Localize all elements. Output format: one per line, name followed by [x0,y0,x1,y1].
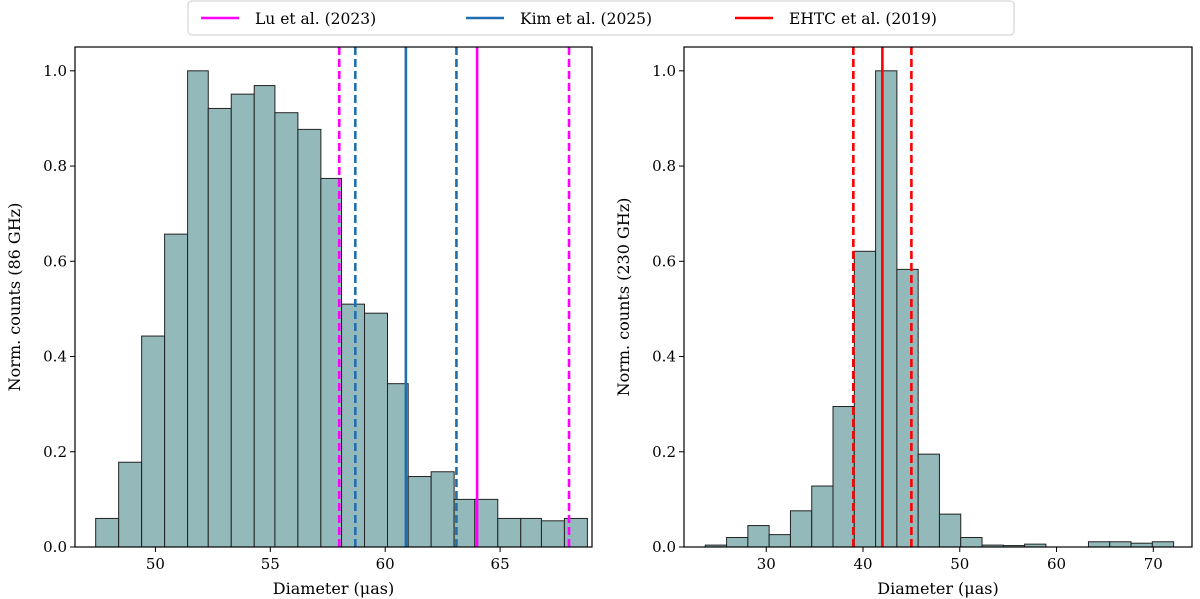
bar-86ghz-18 [497,517,522,548]
bar-230ghz-4 [789,510,813,548]
bar-86ghz-8 [274,112,299,548]
ylabel-86ghz: Norm. counts (86 GHz) [5,203,24,392]
ytick-label-230ghz-0: 0.0 [652,538,676,556]
bar-86ghz-5 [207,107,232,548]
ytick-label-86ghz-1: 0.2 [43,443,67,461]
bar-86ghz-15 [430,471,455,548]
xtick-label-86ghz-0: 50 [146,555,165,573]
ytick-label-86ghz-0: 0.0 [43,538,67,556]
bar-86ghz-6 [230,93,255,548]
bar-86ghz-1 [118,461,143,548]
bar-230ghz-19 [1109,541,1132,548]
ylabel-230ghz: Norm. counts (230 GHz) [614,198,633,397]
bar-230ghz-1 [726,536,749,548]
xtick-label-86ghz-2: 60 [376,555,395,573]
bar-230ghz-11 [938,513,962,548]
legend-label-kim: Kim et al. (2025) [520,10,652,28]
legend: Lu et al. (2023) Kim et al. (2025) EHTC … [187,0,1015,36]
panel-86ghz: 50 55 60 65 0.0 0.2 0.4 0.6 0.8 1.0 Diameter (μas)… [5,46,593,598]
panel-230ghz: 30 40 50 60 70 0.0 0.2 0.4 0.6 0.8 1.0 Diameter (μa… [614,46,1193,598]
bar-86ghz-14 [407,476,432,548]
xtick-label-86ghz-1: 55 [261,555,280,573]
bar-230ghz-2 [747,525,770,548]
ytick-label-230ghz-3: 0.6 [652,252,676,270]
bar-230ghz-9 [896,268,919,548]
xtick-label-230ghz-1: 40 [853,555,872,573]
bar-230ghz-7 [853,250,877,548]
bar-86ghz-12 [364,312,388,548]
xtick-label-230ghz-4: 70 [1144,555,1163,573]
xtick-label-230ghz-0: 30 [757,555,776,573]
xlabel-86ghz: Diameter (μas) [273,579,394,598]
bar-86ghz-20 [540,520,565,548]
bar-86ghz-9 [297,128,322,548]
ytick-label-86ghz-2: 0.4 [43,348,67,366]
legend-frame [187,0,1015,36]
bar-86ghz-19 [520,517,542,548]
bar-230ghz-3 [768,534,791,548]
xtick-label-230ghz-2: 50 [950,555,969,573]
bar-230ghz-21 [1151,541,1175,548]
xlabel-230ghz: Diameter (μas) [877,579,998,598]
bar-230ghz-8 [875,70,898,548]
axes-frame-230ghz [683,46,1193,548]
bar-230ghz-10 [917,453,940,548]
ytick-label-86ghz-5: 1.0 [43,62,67,80]
ytick-label-230ghz-5: 1.0 [652,62,676,80]
ytick-label-86ghz-3: 0.6 [43,252,67,270]
bar-86ghz-2 [141,335,166,548]
legend-label-ehtc: EHTC et al. (2019) [789,10,937,28]
bar-86ghz-11 [341,303,366,548]
bar-230ghz-12 [960,536,983,548]
ytick-label-230ghz-2: 0.4 [652,348,676,366]
legend-label-lu: Lu et al. (2023) [255,10,376,28]
ytick-label-86ghz-4: 0.8 [43,157,67,175]
bar-86ghz-0 [95,517,120,548]
xtick-label-230ghz-3: 60 [1047,555,1066,573]
bar-230ghz-18 [1087,541,1111,548]
bar-86ghz-3 [164,233,189,548]
bar-230ghz-5 [811,485,834,548]
bar-86ghz-4 [187,70,209,548]
bar-86ghz-7 [253,85,276,548]
bar-230ghz-6 [832,406,855,548]
axes-frame-86ghz [74,46,593,548]
ytick-label-230ghz-4: 0.8 [652,157,676,175]
xtick-label-86ghz-3: 65 [491,555,510,573]
ytick-label-230ghz-1: 0.2 [652,443,676,461]
